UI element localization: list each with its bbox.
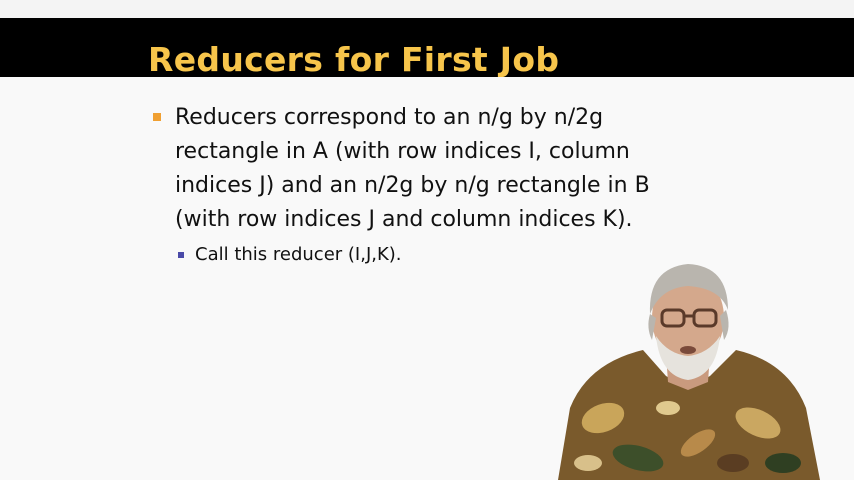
- slide-title: Reducers for First Job: [148, 40, 560, 79]
- bullet-line: indices J) and an n/2g by n/g rectangle …: [175, 173, 650, 198]
- sub-bullet-text: Call this reducer (I,J,K).: [195, 244, 402, 265]
- bullet-line: Reducers correspond to an n/g by n/2g: [175, 105, 604, 130]
- bullet-line: rectangle in A (with row indices I, colu…: [175, 139, 630, 164]
- presenter-video: [558, 264, 820, 480]
- title-bar: Reducers for First Job: [0, 18, 854, 79]
- bullet-text: Reducers correspond to an n/g by n/2g re…: [175, 101, 695, 237]
- bullet-line: (with row indices J and column indices K…: [175, 207, 633, 232]
- bullet-marker-level2: [178, 252, 184, 258]
- top-strip: [0, 0, 854, 18]
- bullet-marker-level1: [153, 113, 161, 121]
